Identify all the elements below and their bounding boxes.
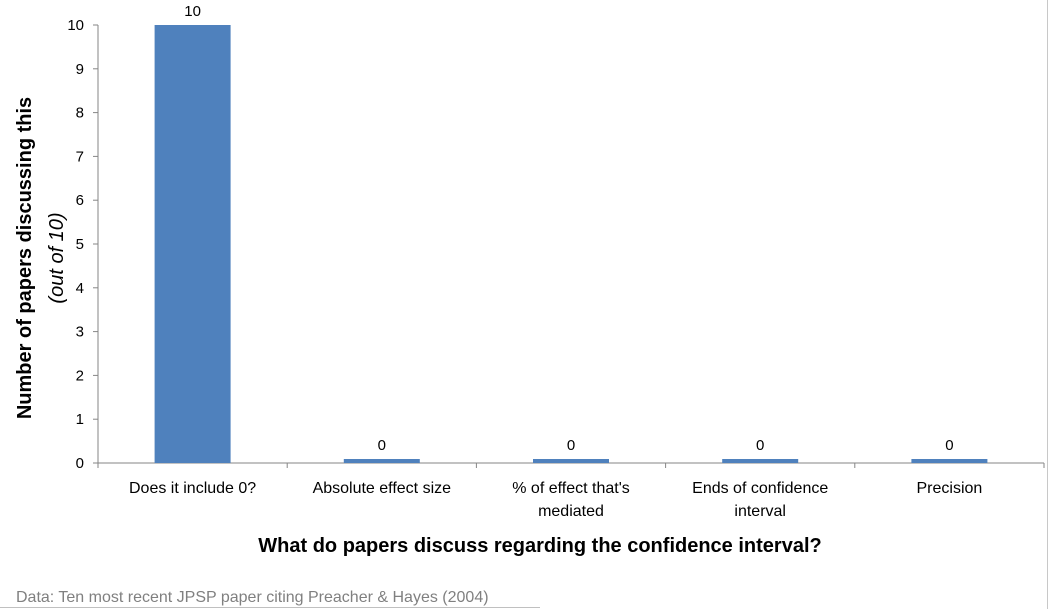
x-tick-label: Does it include 0? <box>129 480 256 497</box>
source-note: Data: Ten most recent JPSP paper citing … <box>16 589 489 606</box>
data-label: 0 <box>945 437 953 454</box>
data-label: 10 <box>184 3 201 20</box>
x-tick-label: Ends of confidence <box>692 480 828 497</box>
divider <box>0 607 540 608</box>
x-tick-label: % of effect that's <box>512 480 630 497</box>
y-tick-label: 4 <box>76 280 84 297</box>
y-tick-label: 8 <box>76 105 84 122</box>
x-axis-title: What do papers discuss regarding the con… <box>258 535 821 557</box>
x-tick-label: Precision <box>916 480 982 497</box>
y-tick-label: 10 <box>67 17 84 34</box>
y-tick-label: 0 <box>76 455 84 472</box>
bar <box>911 459 988 463</box>
x-tick-label: Absolute effect size <box>313 480 452 497</box>
bar <box>343 459 420 463</box>
x-tick-label: interval <box>734 503 786 520</box>
y-tick-label: 1 <box>76 411 84 428</box>
y-axis-title: Number of papers discussing this <box>14 97 36 419</box>
data-label: 0 <box>378 437 386 454</box>
data-label: 0 <box>756 437 764 454</box>
y-tick-label: 2 <box>76 367 84 384</box>
y-tick-label: 5 <box>76 236 84 253</box>
y-tick-label: 3 <box>76 324 84 341</box>
bar <box>154 25 231 463</box>
y-tick-label: 7 <box>76 148 84 165</box>
y-axis-subtitle: (out of 10) <box>46 212 68 303</box>
bar <box>722 459 799 463</box>
x-tick-label: mediated <box>538 503 604 520</box>
y-tick-label: 6 <box>76 192 84 209</box>
bar <box>533 459 609 463</box>
chart-border <box>1047 0 1048 609</box>
y-tick-label: 9 <box>76 61 84 78</box>
data-label: 0 <box>567 437 575 454</box>
